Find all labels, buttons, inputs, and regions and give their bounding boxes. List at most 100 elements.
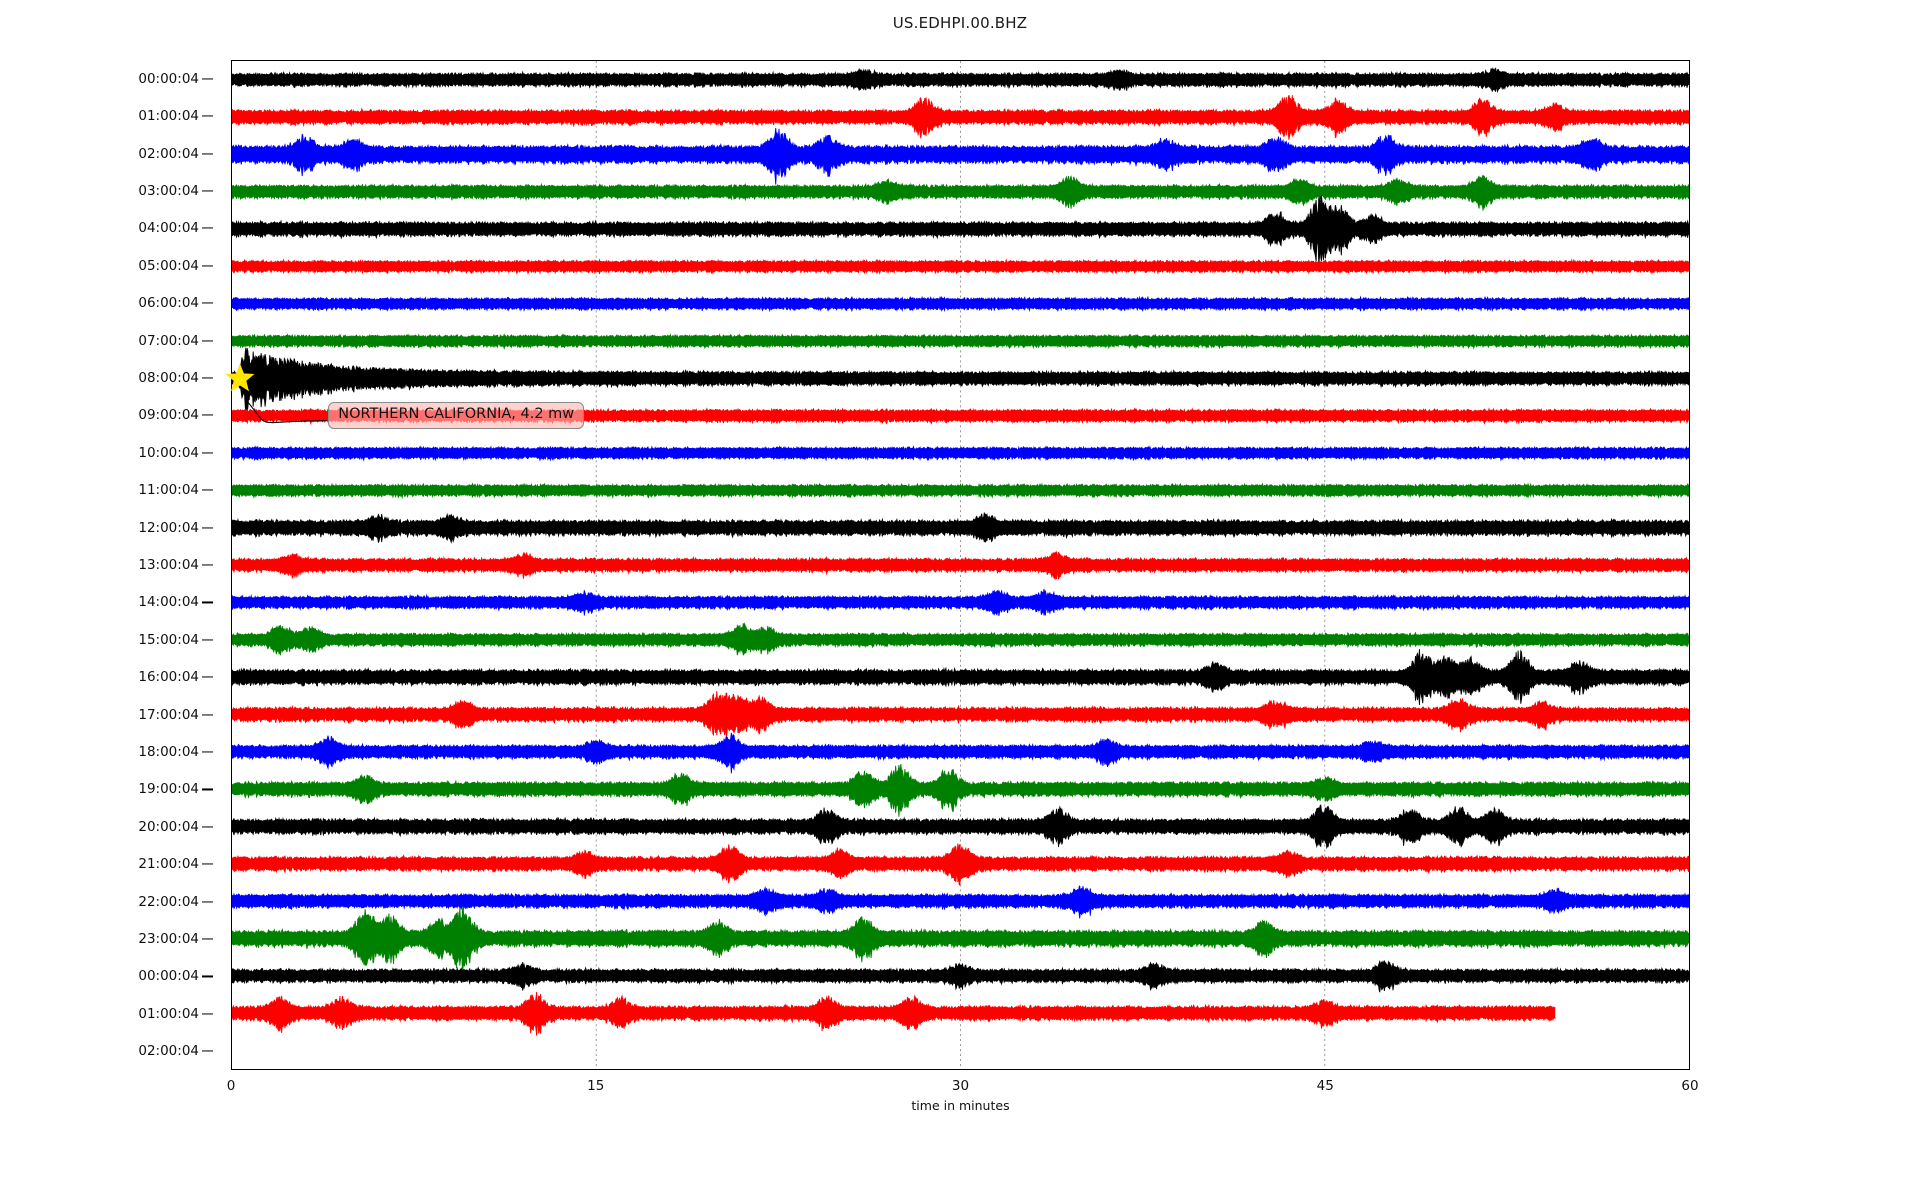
seismic-trace-row (231, 512, 1690, 544)
x-tick-label: 60 (1681, 1078, 1699, 1094)
trace-fill (232, 297, 1689, 312)
y-tick-mark (202, 489, 213, 491)
trace-upper-envelope (231, 588, 1690, 602)
y-tick-label: 16:00:04 (138, 669, 199, 686)
seismic-trace-row (231, 649, 1690, 705)
y-tick-mark (202, 564, 213, 566)
y-tick-label: 21:00:04 (138, 856, 199, 873)
y-tick-label: 14:00:04 (138, 594, 199, 611)
trace-lower-envelope (231, 827, 1690, 850)
trace-lower-envelope (231, 267, 1690, 275)
trace-upper-envelope (231, 804, 1690, 825)
trace-upper-envelope (231, 258, 1690, 266)
annotation-leader-line (244, 397, 328, 424)
trace-upper-envelope (231, 649, 1690, 676)
trace-fill (232, 128, 1689, 185)
seismic-trace-row (231, 195, 1690, 265)
trace-upper-envelope (231, 906, 1690, 936)
event-annotation-label: NORTHERN CALIFORNIA, 4.2 mw (328, 402, 585, 429)
trace-fill (232, 408, 1689, 424)
seismic-trace-row (231, 550, 1690, 581)
seismic-trace-row (231, 991, 1556, 1036)
seismic-trace-row (231, 258, 1690, 275)
trace-fill (232, 95, 1689, 140)
y-tick-label: 02:00:04 (138, 145, 199, 162)
y-tick-mark (202, 452, 213, 454)
y-tick-mark (202, 639, 213, 641)
y-tick-label: 04:00:04 (138, 220, 199, 237)
trace-lower-envelope (231, 678, 1690, 705)
trace-fill (232, 991, 1556, 1036)
y-tick-label: 09:00:04 (138, 407, 199, 424)
trace-lower-envelope (231, 157, 1690, 185)
x-axis-title: time in minutes (911, 1098, 1010, 1113)
seismic-trace-row (231, 174, 1690, 211)
y-tick-label: 03:00:04 (138, 182, 199, 199)
trace-fill (232, 623, 1689, 656)
y-tick-mark (202, 227, 213, 229)
trace-upper-envelope (231, 332, 1690, 340)
trace-fill (232, 843, 1689, 886)
y-tick-mark (202, 714, 213, 716)
trace-upper-envelope (231, 764, 1690, 788)
trace-upper-envelope (231, 127, 1690, 152)
trace-lower-envelope (231, 118, 1690, 140)
y-tick-label: 12:00:04 (138, 519, 199, 536)
trace-upper-envelope (231, 295, 1690, 303)
y-tick-label: 06:00:04 (138, 295, 199, 312)
y-tick-mark (202, 377, 213, 379)
waveform-traces (231, 67, 1690, 1036)
seismic-trace-row (231, 94, 1690, 140)
y-tick-mark (202, 938, 213, 940)
plot-area (231, 60, 1690, 1070)
trace-lower-envelope (231, 1014, 1556, 1036)
y-tick-label: 07:00:04 (138, 332, 199, 349)
seismic-trace-row (231, 127, 1690, 185)
trace-lower-envelope (231, 790, 1690, 817)
trace-fill (232, 960, 1689, 993)
y-tick-label: 23:00:04 (138, 931, 199, 948)
x-tick-label: 30 (951, 1078, 970, 1094)
seismic-trace-row (231, 445, 1690, 462)
y-tick-label: 22:00:04 (138, 893, 199, 910)
annotation-leader-line (244, 397, 328, 424)
seismic-trace-row (231, 622, 1690, 657)
trace-upper-envelope (231, 885, 1690, 900)
y-tick-label: 18:00:04 (138, 744, 199, 761)
trace-fill (232, 649, 1689, 705)
y-tick-label: 19:00:04 (138, 781, 199, 798)
seismic-trace-row (231, 332, 1690, 350)
y-tick-mark (202, 190, 213, 192)
trace-fill (232, 588, 1689, 616)
trace-lower-envelope (231, 304, 1690, 313)
trace-fill (232, 764, 1689, 817)
seismic-trace-row (231, 885, 1690, 919)
trace-lower-envelope (231, 379, 1690, 414)
trace-upper-envelope (231, 991, 1556, 1012)
trace-lower-envelope (231, 193, 1690, 211)
y-tick-label: 05:00:04 (138, 257, 199, 274)
trace-lower-envelope (231, 230, 1690, 265)
trace-fill (232, 195, 1689, 265)
trace-lower-envelope (231, 640, 1690, 657)
y-axis: 00:00:04 01:00:04 02:00:04 03:00:04 04:00:04… (0, 60, 231, 1070)
trace-upper-envelope (231, 174, 1690, 191)
seismic-trace-row (231, 843, 1690, 887)
y-tick-mark (202, 1050, 213, 1052)
trace-lower-envelope (231, 865, 1690, 887)
y-tick-mark (202, 751, 213, 753)
y-tick-label: 01:00:04 (138, 1005, 199, 1022)
trace-fill (232, 805, 1689, 848)
trace-fill (232, 691, 1689, 738)
y-tick-label: 11:00:04 (138, 482, 199, 499)
trace-upper-envelope (231, 512, 1690, 526)
trace-lower-envelope (231, 453, 1690, 462)
trace-fill (232, 906, 1689, 972)
y-tick-label: 00:00:04 (138, 968, 199, 985)
y-tick-label: 01:00:04 (138, 108, 199, 125)
trace-lower-envelope (231, 752, 1690, 774)
seismic-trace-row (231, 347, 1690, 414)
trace-upper-envelope (231, 959, 1690, 975)
y-tick-label: 08:00:04 (138, 369, 199, 386)
y-tick-label: 00:00:04 (138, 70, 199, 87)
